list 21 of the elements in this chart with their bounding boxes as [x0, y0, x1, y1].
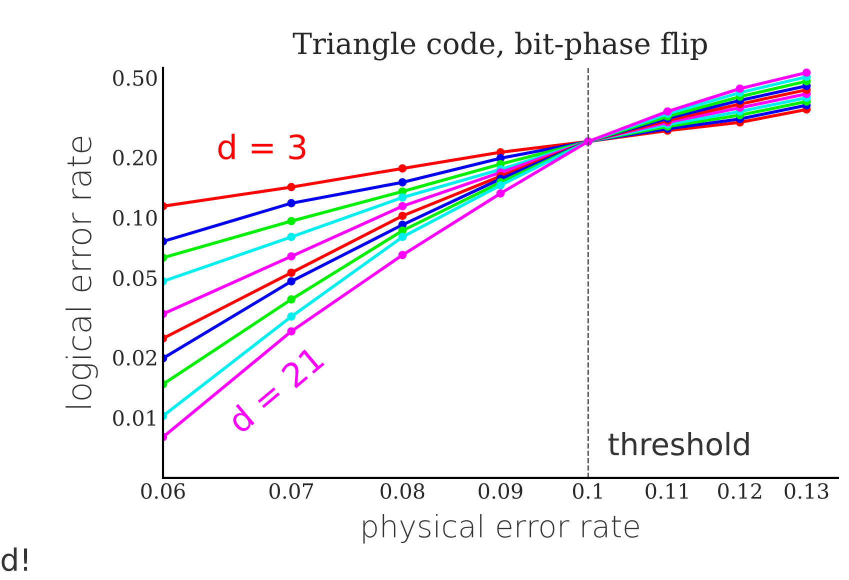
y-tick-label: 0.01: [113, 410, 156, 426]
y-tick-label: 0.05: [113, 270, 157, 286]
x-tick-label: 0.12: [718, 483, 762, 499]
x-tick-label: 0.11: [646, 483, 688, 499]
ref-line-label: threshold: [608, 432, 749, 456]
x-tick-label: 0.13: [784, 483, 828, 499]
x-tick-label: 0.07: [269, 483, 313, 499]
annotation: d = 3: [218, 134, 306, 160]
x-tick-label: 0.08: [380, 483, 424, 499]
y-tick-label: 0.20: [113, 150, 157, 166]
chart-title: Triangle code, bit-phase flip: [292, 32, 707, 60]
x-axis-title: physical error rate: [363, 514, 639, 544]
x-tick-label: 0.06: [141, 483, 185, 499]
x-tick-label: 0.1: [572, 483, 602, 499]
y-tick-label: 0.50: [113, 70, 157, 86]
y-tick-label: 0.10: [113, 210, 157, 226]
text: d!: [2, 548, 28, 572]
y-axis-title: logical error rate: [66, 136, 98, 408]
y-tick-label: 0.02: [113, 350, 156, 366]
x-tick-label: 0.09: [478, 483, 522, 499]
annotation: d = 21: [226, 345, 325, 434]
